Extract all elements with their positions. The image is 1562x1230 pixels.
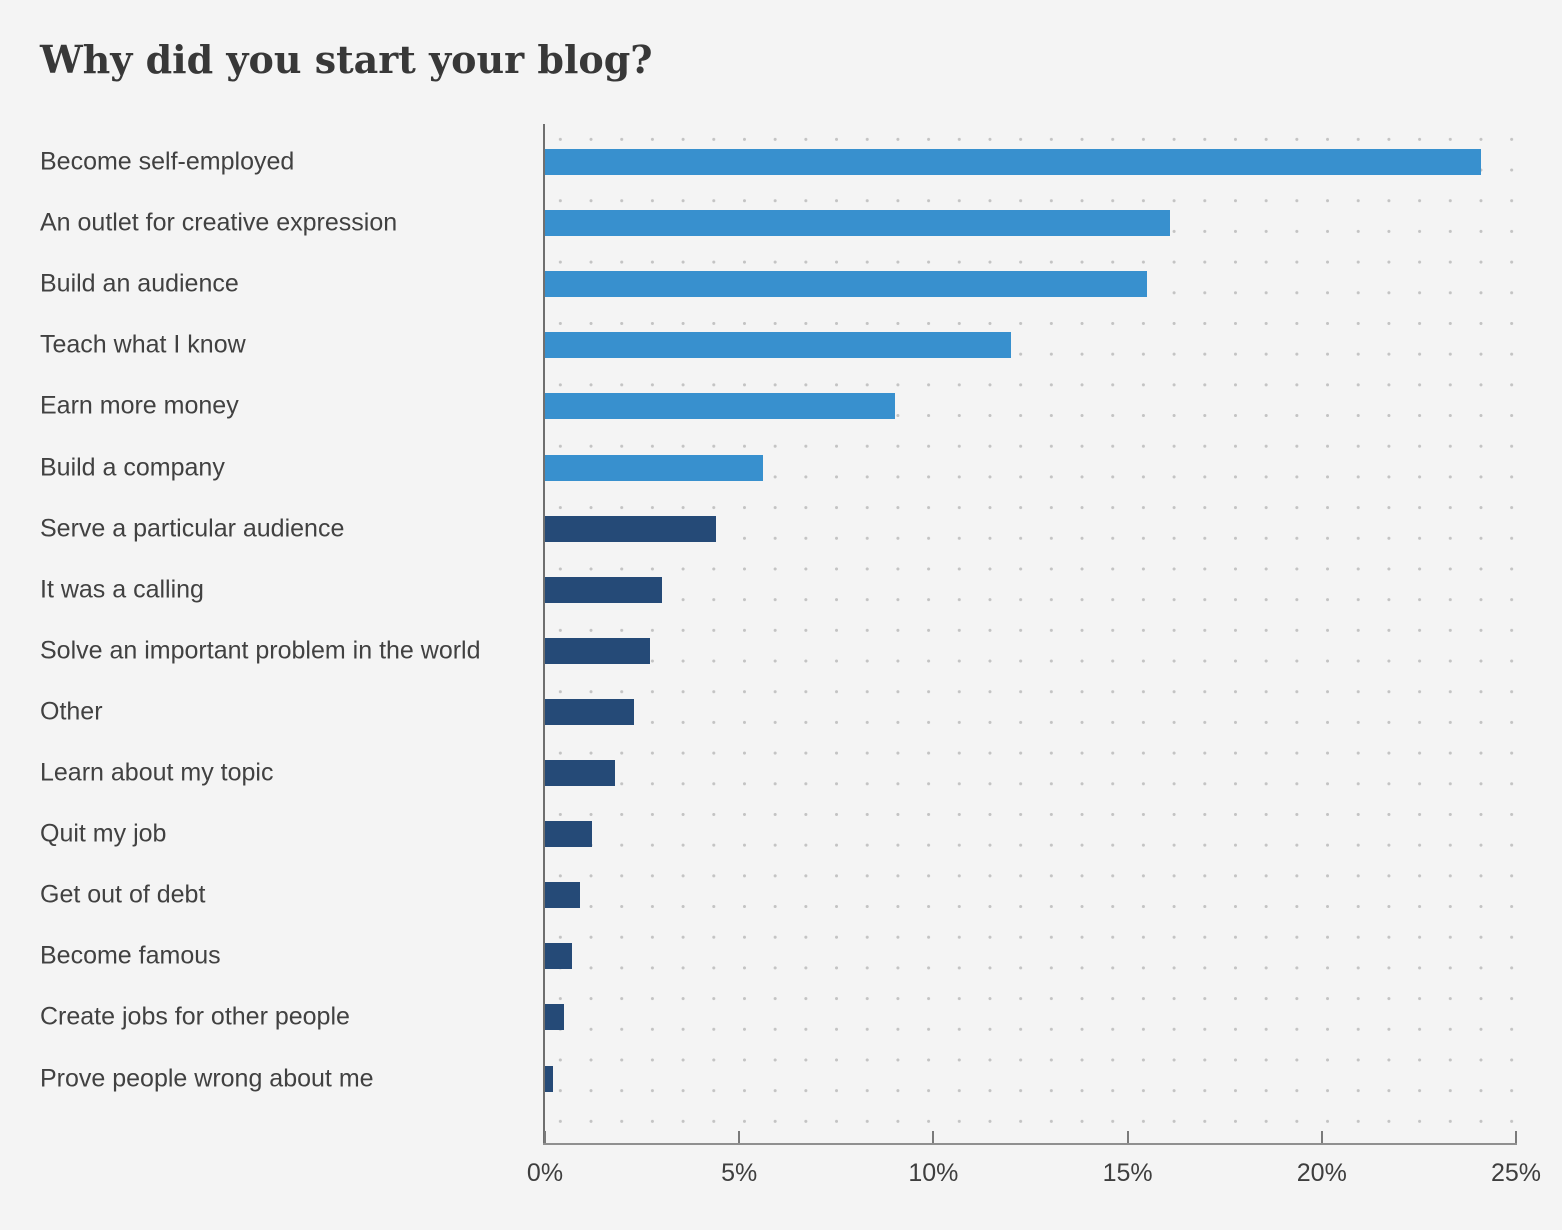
x-axis-line [543, 1143, 1517, 1145]
category-label-other: Other [40, 697, 103, 726]
x-tick-label: 5% [721, 1159, 758, 1187]
x-tick-mark [932, 1131, 935, 1143]
x-tick-mark [1320, 1131, 1323, 1143]
bar-prove-people-wrong-about-me [545, 1065, 553, 1092]
bar-quit-my-job [545, 821, 592, 848]
bar-serve-a-particular-audience [545, 515, 716, 542]
category-label-serve-a-particular-audience: Serve a particular audience [40, 514, 345, 543]
bar-other [545, 698, 635, 725]
x-tick-label: 15% [1102, 1159, 1153, 1187]
x-tick-mark [1515, 1131, 1517, 1143]
x-tick-label: 10% [908, 1159, 959, 1187]
bar-earn-more-money [545, 393, 895, 420]
category-label-teach-what-i-know: Teach what I know [40, 330, 246, 359]
bar-teach-what-i-know [545, 332, 1012, 359]
bar-create-jobs-for-other-people [545, 1004, 565, 1031]
bar-build-an-audience [545, 271, 1148, 298]
bar-learn-about-my-topic [545, 760, 615, 786]
x-tick-mark [544, 1131, 546, 1143]
category-label-become-famous: Become famous [40, 941, 221, 970]
y-axis-line [543, 124, 545, 1145]
x-tick-label: 20% [1296, 1159, 1347, 1187]
category-label-become-self-employed: Become self-employed [40, 147, 295, 176]
category-label-create-jobs-for-other-people: Create jobs for other people [40, 1002, 350, 1031]
x-tick-label: 0% [526, 1159, 564, 1187]
plot-area [545, 124, 1516, 1143]
x-tick-label: 25% [1490, 1159, 1542, 1187]
chart-title: Why did you start your blog? [40, 37, 653, 83]
bar-solve-an-important-problem-in-the-world [545, 637, 650, 664]
category-label-prove-people-wrong-about-me: Prove people wrong about me [40, 1064, 374, 1092]
category-label-get-out-of-debt: Get out of debt [40, 880, 206, 909]
category-label-an-outlet-for-creative-expression: An outlet for creative expression [40, 208, 398, 237]
x-tick-mark [738, 1131, 741, 1143]
bar-become-self-employed [545, 149, 1482, 175]
category-label-build-an-audience: Build an audience [40, 269, 239, 298]
category-label-it-was-a-calling: It was a calling [40, 575, 204, 604]
bar-an-outlet-for-creative-expression [545, 210, 1171, 237]
category-label-build-a-company: Build a company [40, 453, 225, 481]
x-tick-mark [1126, 1131, 1129, 1143]
bar-it-was-a-calling [545, 576, 662, 603]
category-label-earn-more-money: Earn more money [40, 391, 239, 420]
category-label-learn-about-my-topic: Learn about my topic [40, 758, 274, 787]
bar-get-out-of-debt [545, 882, 580, 909]
category-label-solve-an-important-problem-in-the-world: Solve an important problem in the world [40, 636, 481, 665]
bar-become-famous [545, 943, 573, 970]
bar-build-a-company [545, 454, 763, 481]
category-label-quit-my-job: Quit my job [40, 819, 167, 848]
